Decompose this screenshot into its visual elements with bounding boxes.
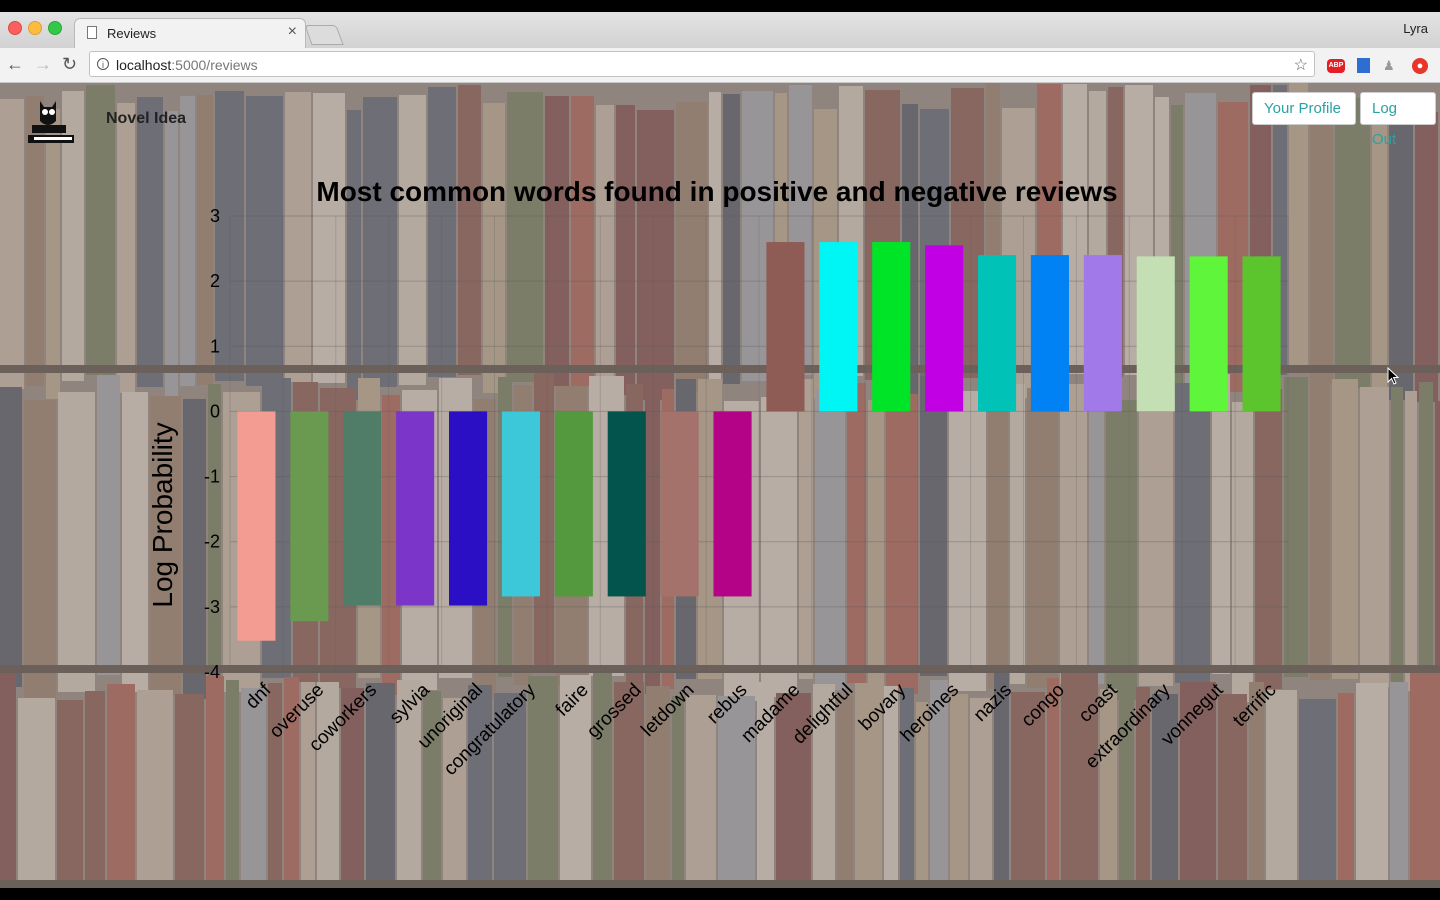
- bar-vonnegut[interactable]: [1189, 256, 1228, 412]
- x-tick-label: grossed: [583, 680, 646, 743]
- y-tick-label: 3: [210, 206, 220, 226]
- bar-madame[interactable]: [766, 242, 805, 412]
- red-extension-icon[interactable]: ●: [1412, 58, 1428, 74]
- browser-window: Reviews × Lyra ← → ↻ i localhost:5000/re…: [0, 12, 1440, 888]
- y-tick-label: -4: [204, 662, 220, 682]
- y-axis-label: Log Probability: [147, 422, 178, 607]
- bar-grossed[interactable]: [607, 411, 646, 597]
- y-tick-label: -1: [204, 467, 220, 487]
- page-content: Novel Idea Your Profile Log Out Most com…: [0, 83, 1440, 888]
- browser-profile-name[interactable]: Lyra: [1403, 21, 1428, 36]
- x-tick-label: terrific: [1229, 680, 1280, 731]
- y-tick-label: -2: [204, 532, 220, 552]
- bar-faire[interactable]: [554, 411, 593, 597]
- brand-name[interactable]: Novel Idea: [106, 110, 187, 127]
- x-tick-label: congo: [1017, 680, 1068, 731]
- new-tab-button[interactable]: [304, 25, 344, 45]
- bar-overuse[interactable]: [290, 411, 329, 622]
- tab-reviews[interactable]: Reviews ×: [74, 18, 306, 49]
- x-tick-label: sylvia: [386, 679, 435, 728]
- bar-dnf[interactable]: [237, 411, 276, 641]
- chart-bars: [237, 242, 1281, 641]
- bar-terrific[interactable]: [1242, 256, 1281, 412]
- bar-sylvia[interactable]: [396, 411, 435, 606]
- x-tick-label: heroines: [897, 680, 963, 746]
- mouse-cursor-icon: [1387, 367, 1400, 385]
- x-tick-label: dnf: [242, 679, 276, 713]
- tab-close-icon[interactable]: ×: [287, 23, 297, 40]
- adblock-extension-icon[interactable]: ABP: [1327, 59, 1345, 73]
- window-maximize-button[interactable]: [48, 21, 62, 35]
- x-tick-label: letdown: [637, 680, 698, 741]
- browser-toolbar: ← → ↻ i localhost:5000/reviews ☆ ABP ♟ ●: [0, 48, 1440, 83]
- bar-congo[interactable]: [1030, 255, 1069, 412]
- your-profile-button[interactable]: Your Profile: [1252, 92, 1356, 125]
- x-tick-label: nazis: [970, 680, 1016, 726]
- y-tick-label: 2: [210, 271, 220, 291]
- log-out-button[interactable]: Log Out: [1360, 92, 1436, 148]
- y-tick-label: -3: [204, 597, 220, 617]
- page-icon: [87, 26, 97, 39]
- bar-delightful[interactable]: [819, 242, 858, 412]
- owl-logo-icon[interactable]: [26, 97, 76, 151]
- address-bar[interactable]: i localhost:5000/reviews ☆: [89, 51, 1315, 77]
- word-probability-chart: Most common words found in positive and …: [147, 176, 1289, 780]
- window-close-button[interactable]: [8, 21, 22, 35]
- bar-congratulatory[interactable]: [501, 411, 540, 597]
- bar-heroines[interactable]: [925, 245, 964, 412]
- y-tick-label: 0: [210, 401, 220, 421]
- x-tick-label: congratulatory: [440, 679, 540, 779]
- user-extension-icon[interactable]: ♟: [1383, 58, 1395, 73]
- bar-coast[interactable]: [1083, 255, 1122, 412]
- forward-arrow-icon[interactable]: →: [34, 54, 52, 74]
- bookmark-star-icon[interactable]: ☆: [1293, 57, 1308, 74]
- bar-coworkers[interactable]: [343, 411, 382, 606]
- url-host: localhost: [116, 57, 172, 73]
- y-tick-label: 1: [210, 336, 220, 356]
- x-tick-label: faire: [552, 680, 593, 721]
- bar-unoriginal[interactable]: [449, 411, 488, 606]
- x-tick-label: rebus: [703, 680, 751, 728]
- tab-bar: Reviews × Lyra: [0, 12, 1440, 49]
- bar-extraordinary[interactable]: [1136, 256, 1175, 412]
- back-arrow-icon[interactable]: ←: [6, 54, 24, 74]
- bookmark-extension-icon[interactable]: [1357, 58, 1370, 73]
- x-tick-label: coast: [1075, 679, 1122, 726]
- bar-letdown[interactable]: [660, 411, 699, 597]
- reload-icon[interactable]: ↻: [62, 54, 78, 74]
- bar-rebus[interactable]: [713, 411, 752, 597]
- chart-grid: [229, 215, 1289, 673]
- chart-title: Most common words found in positive and …: [316, 176, 1117, 207]
- y-axis-ticks: 3 2 1 0 -1 -2 -3 -4: [204, 206, 220, 682]
- info-icon[interactable]: i: [97, 58, 109, 70]
- url-text[interactable]: localhost:5000/reviews: [116, 57, 258, 73]
- bar-bovary[interactable]: [872, 242, 911, 412]
- window-minimize-button[interactable]: [28, 21, 42, 35]
- url-path: :5000/reviews: [171, 57, 258, 73]
- bar-nazis[interactable]: [978, 255, 1017, 412]
- tab-title: Reviews: [107, 26, 157, 41]
